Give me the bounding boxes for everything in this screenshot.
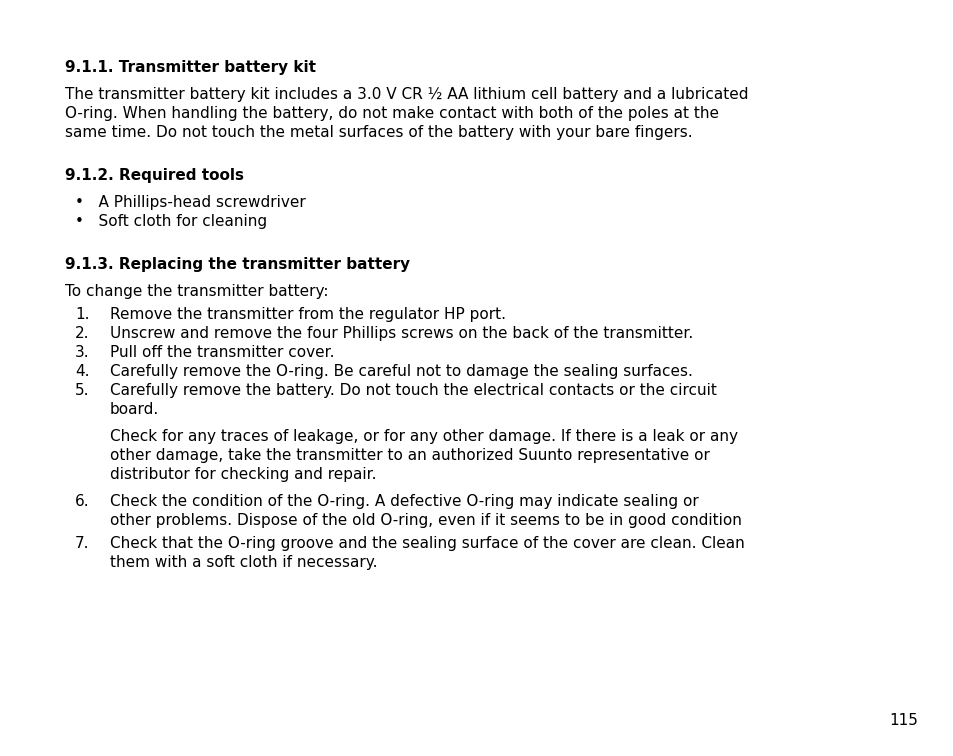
Text: 5.: 5. xyxy=(75,383,90,398)
Text: Unscrew and remove the four Phillips screws on the back of the transmitter.: Unscrew and remove the four Phillips scr… xyxy=(110,326,693,341)
Text: 3.: 3. xyxy=(75,345,90,360)
Text: 9.1.1. Transmitter battery kit: 9.1.1. Transmitter battery kit xyxy=(65,60,315,75)
Text: •   Soft cloth for cleaning: • Soft cloth for cleaning xyxy=(75,214,267,229)
Text: Carefully remove the battery. Do not touch the electrical contacts or the circui: Carefully remove the battery. Do not tou… xyxy=(110,383,716,398)
Text: other damage, take the transmitter to an authorized Suunto representative or: other damage, take the transmitter to an… xyxy=(110,448,709,463)
Text: 9.1.2. Required tools: 9.1.2. Required tools xyxy=(65,168,244,183)
Text: other problems. Dispose of the old O-ring, even if it seems to be in good condit: other problems. Dispose of the old O-rin… xyxy=(110,513,741,528)
Text: board.: board. xyxy=(110,402,159,417)
Text: Check for any traces of leakage, or for any other damage. If there is a leak or : Check for any traces of leakage, or for … xyxy=(110,429,738,444)
Text: 1.: 1. xyxy=(75,307,90,322)
Text: distributor for checking and repair.: distributor for checking and repair. xyxy=(110,467,376,482)
Text: Remove the transmitter from the regulator HP port.: Remove the transmitter from the regulato… xyxy=(110,307,505,322)
Text: same time. Do not touch the metal surfaces of the battery with your bare fingers: same time. Do not touch the metal surfac… xyxy=(65,125,692,140)
Text: Check the condition of the O-ring. A defective O-ring may indicate sealing or: Check the condition of the O-ring. A def… xyxy=(110,494,698,509)
Text: 7.: 7. xyxy=(75,536,90,551)
Text: •   A Phillips-head screwdriver: • A Phillips-head screwdriver xyxy=(75,195,305,210)
Text: 9.1.3. Replacing the transmitter battery: 9.1.3. Replacing the transmitter battery xyxy=(65,257,410,272)
Text: Carefully remove the O-ring. Be careful not to damage the sealing surfaces.: Carefully remove the O-ring. Be careful … xyxy=(110,364,692,379)
Text: 115: 115 xyxy=(888,713,917,728)
Text: 6.: 6. xyxy=(75,494,90,509)
Text: The transmitter battery kit includes a 3.0 V CR ½ AA lithium cell battery and a : The transmitter battery kit includes a 3… xyxy=(65,87,748,102)
Text: 2.: 2. xyxy=(75,326,90,341)
Text: them with a soft cloth if necessary.: them with a soft cloth if necessary. xyxy=(110,555,377,570)
Text: To change the transmitter battery:: To change the transmitter battery: xyxy=(65,284,328,299)
Text: Pull off the transmitter cover.: Pull off the transmitter cover. xyxy=(110,345,335,360)
Text: 4.: 4. xyxy=(75,364,90,379)
Text: O-ring. When handling the battery, do not make contact with both of the poles at: O-ring. When handling the battery, do no… xyxy=(65,106,719,121)
Text: Check that the O-ring groove and the sealing surface of the cover are clean. Cle: Check that the O-ring groove and the sea… xyxy=(110,536,744,551)
